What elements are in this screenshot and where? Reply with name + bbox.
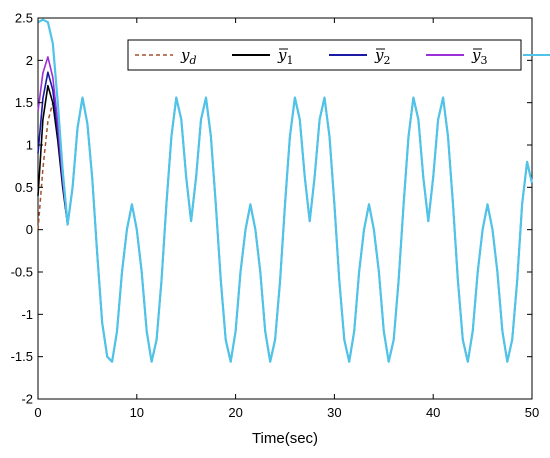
legend-label-subscript: 3 [480,54,487,67]
legend-label-main: y [471,46,481,64]
legend-label-main: y [180,46,190,64]
y-tick-label: 1 [26,138,33,153]
x-tick-label: 30 [327,405,341,420]
y-tick-label: -0.5 [11,265,33,280]
legend-label-main: y [374,46,384,64]
y-tick-label: 0 [26,222,33,237]
series-line-5 [37,18,534,363]
x-tick-label: 0 [34,405,41,420]
x-axis-label: Time(sec) [252,430,318,447]
x-tick-label: 50 [525,405,539,420]
legend-label-3: y2 [374,46,390,67]
legend-label-2: y1 [277,46,293,67]
x-tick-label: 40 [426,405,440,420]
legend-label-subscript: 1 [286,54,293,67]
y-tick-label: 2.5 [15,11,33,26]
x-tick-label: 10 [130,405,144,420]
y-tick-label: -2 [21,392,33,407]
y-tick-label: 2 [26,53,33,68]
legend-label-subscript: d [189,54,196,67]
legend-label-subscript: 2 [383,54,390,67]
x-tick-label: 20 [228,405,242,420]
y-tick-label: -1 [21,307,33,322]
series-layer [37,18,534,363]
y-tick-label: -1.5 [11,349,33,364]
tick-layer: 0 10 20 30 40 50 -2 -1.5 -1 -0.5 0 0.5 1 1.5 2 2.5 [11,11,540,421]
legend: ydy1y2y3y4 [127,39,550,71]
y-tick-label: 0.5 [15,180,33,195]
legend-items: ydy1y2y3y4 [135,46,550,67]
y-tick-label: 1.5 [15,95,33,110]
legend-label-4: y3 [471,46,487,67]
legend-label-1: yd [180,46,197,67]
legend-label-main: y [277,46,287,64]
